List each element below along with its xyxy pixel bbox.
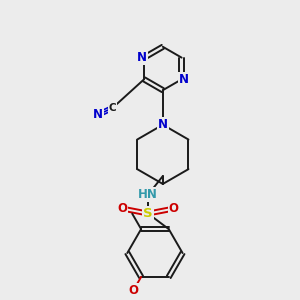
Text: S: S [143,207,153,220]
Text: O: O [169,202,179,215]
Text: O: O [128,284,138,297]
Text: HN: HN [138,188,158,201]
Text: O: O [117,202,128,215]
Text: N: N [178,73,189,86]
Text: N: N [93,108,103,122]
Text: C: C [109,103,116,113]
Text: N: N [158,118,168,131]
Text: N: N [137,51,147,64]
